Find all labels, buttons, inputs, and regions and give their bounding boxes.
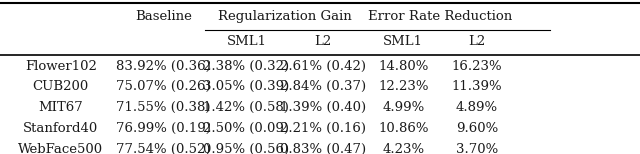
- Text: 2.61% (0.42): 2.61% (0.42): [280, 60, 366, 73]
- Text: 2.21% (0.16): 2.21% (0.16): [280, 122, 366, 135]
- Text: Stanford40: Stanford40: [23, 122, 99, 135]
- Text: 1.39% (0.40): 1.39% (0.40): [280, 101, 366, 114]
- Text: 2.84% (0.37): 2.84% (0.37): [280, 80, 366, 93]
- Text: 1.42% (0.58): 1.42% (0.58): [204, 101, 289, 114]
- Text: 11.39%: 11.39%: [451, 80, 502, 93]
- Text: Baseline: Baseline: [135, 10, 191, 23]
- Text: 75.07% (0.26): 75.07% (0.26): [116, 80, 211, 93]
- Text: 71.55% (0.38): 71.55% (0.38): [116, 101, 211, 114]
- Text: MIT67: MIT67: [38, 101, 83, 114]
- Text: WebFace500: WebFace500: [18, 143, 104, 154]
- Text: L2: L2: [315, 35, 332, 48]
- Text: 83.92% (0.36): 83.92% (0.36): [116, 60, 211, 73]
- Text: Flower102: Flower102: [25, 60, 97, 73]
- Text: Regularization Gain: Regularization Gain: [218, 10, 351, 23]
- Text: CUB200: CUB200: [33, 80, 89, 93]
- Text: 77.54% (0.52): 77.54% (0.52): [116, 143, 211, 154]
- Text: 14.80%: 14.80%: [378, 60, 428, 73]
- Text: 10.86%: 10.86%: [378, 122, 428, 135]
- Text: 4.89%: 4.89%: [456, 101, 498, 114]
- Text: 0.83% (0.47): 0.83% (0.47): [280, 143, 366, 154]
- Text: SML1: SML1: [383, 35, 423, 48]
- Text: 76.99% (0.19): 76.99% (0.19): [116, 122, 211, 135]
- Text: 12.23%: 12.23%: [378, 80, 428, 93]
- Text: 4.23%: 4.23%: [382, 143, 424, 154]
- Text: SML1: SML1: [227, 35, 266, 48]
- Text: L2: L2: [468, 35, 485, 48]
- Text: 2.38% (0.32): 2.38% (0.32): [204, 60, 289, 73]
- Text: Error Rate Reduction: Error Rate Reduction: [368, 10, 512, 23]
- Text: 0.95% (0.56): 0.95% (0.56): [204, 143, 289, 154]
- Text: 2.50% (0.09): 2.50% (0.09): [204, 122, 289, 135]
- Text: 3.70%: 3.70%: [456, 143, 498, 154]
- Text: 9.60%: 9.60%: [456, 122, 498, 135]
- Text: 4.99%: 4.99%: [382, 101, 424, 114]
- Text: 3.05% (0.39): 3.05% (0.39): [204, 80, 289, 93]
- Text: 16.23%: 16.23%: [451, 60, 502, 73]
